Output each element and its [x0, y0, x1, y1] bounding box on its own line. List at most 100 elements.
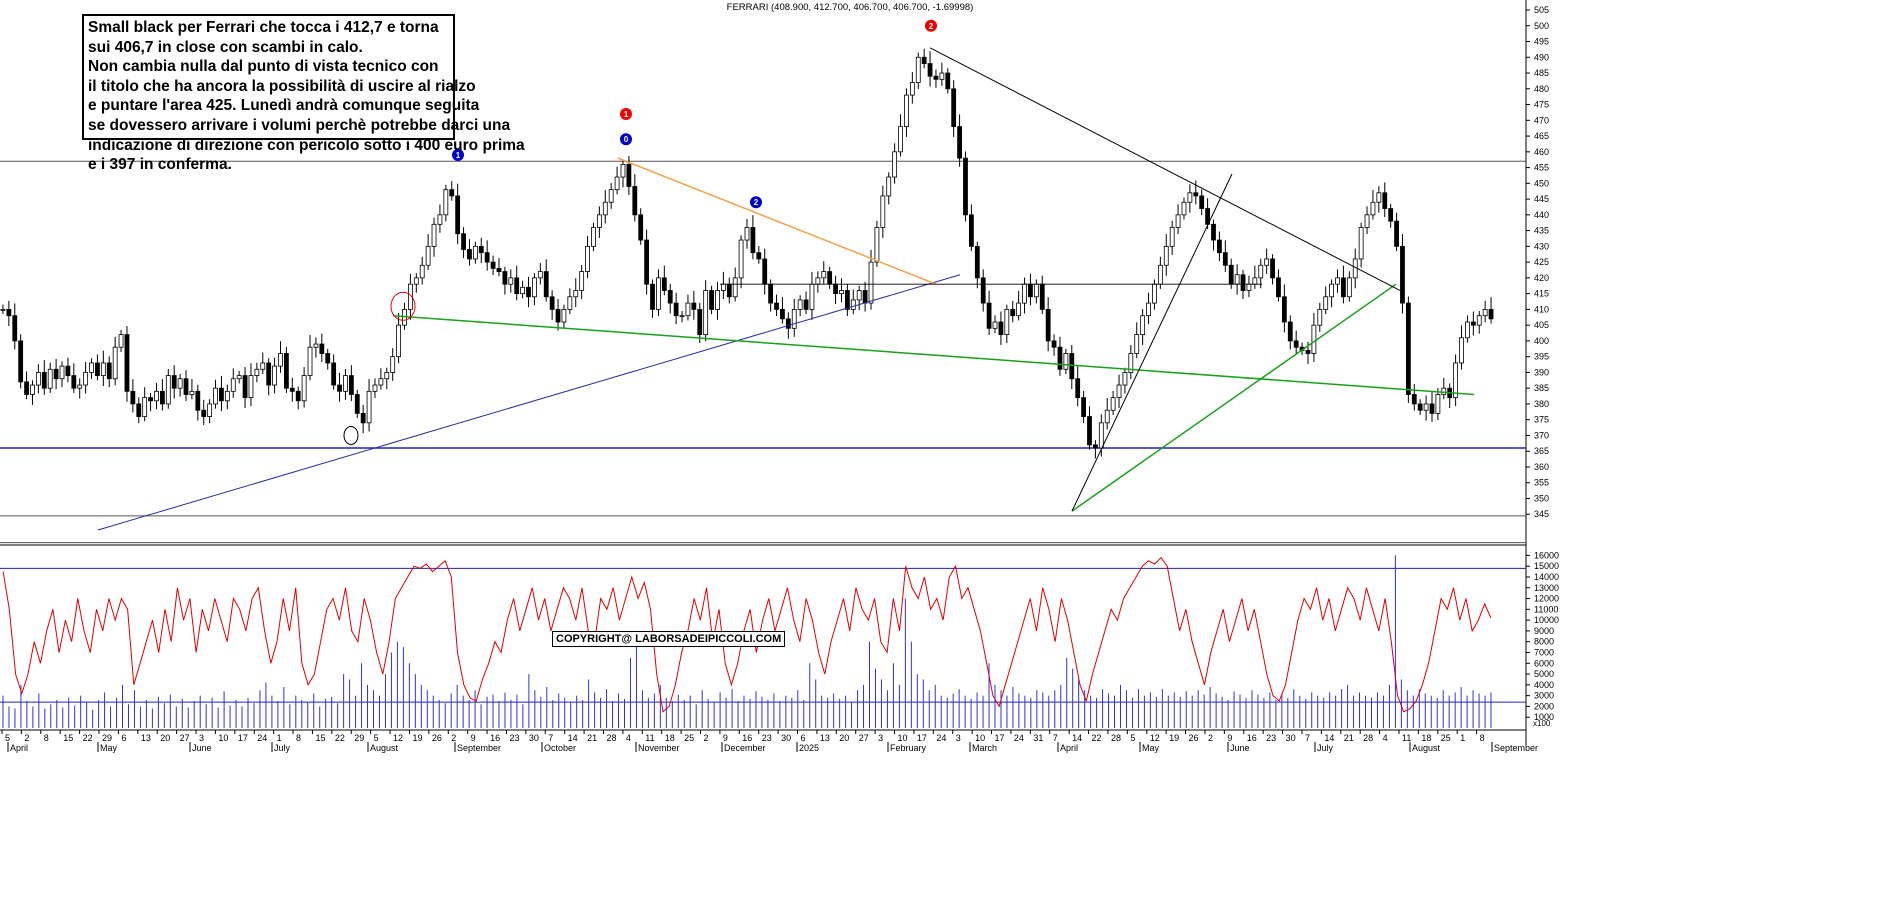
trend-line-black-rising	[1071, 173, 1233, 512]
volume-tick-label: 7000	[1534, 647, 1554, 657]
candle-body	[1098, 422, 1104, 449]
candle-body	[1323, 296, 1329, 310]
candle-body	[1033, 283, 1039, 298]
date-label: 5	[5, 733, 10, 743]
candle-body	[744, 227, 750, 241]
candle-body	[502, 271, 508, 285]
trend-line-green-rising	[1071, 283, 1397, 512]
candle-body	[1063, 353, 1069, 370]
y-tick-label: 380	[1534, 399, 1549, 409]
candle-body	[1234, 274, 1240, 285]
candle-body	[449, 189, 455, 197]
date-label: 8	[296, 733, 301, 743]
candle-body	[667, 290, 673, 304]
candle-body	[1051, 340, 1057, 348]
candle-body	[567, 296, 573, 310]
y-tick-label: 375	[1534, 415, 1549, 425]
y-tick-label: 440	[1534, 210, 1549, 220]
date-label: 20	[839, 733, 849, 743]
note-line: se dovessero arrivare i volumi perchè po…	[88, 116, 511, 134]
candle-body	[1305, 349, 1311, 354]
highlight-circle	[390, 291, 416, 321]
date-label: 28	[1363, 733, 1373, 743]
trend-line-green	[392, 314, 1475, 396]
candle-body	[1465, 321, 1470, 339]
candle-body	[632, 186, 638, 216]
month-label: June	[192, 743, 212, 753]
candle-body	[709, 290, 714, 310]
candle-body	[862, 290, 868, 304]
candle-body	[1028, 283, 1033, 298]
candle-body	[968, 214, 974, 247]
date-label: 14	[1324, 733, 1334, 743]
candle-body	[289, 387, 295, 392]
candle-body	[1140, 315, 1146, 336]
candle-body	[1358, 227, 1364, 260]
candle-body	[839, 290, 844, 295]
note-line: e puntare l'area 425. Lunedì andrà comun…	[88, 97, 480, 115]
date-label: 31	[1033, 733, 1043, 743]
date-label: 5	[1130, 733, 1135, 743]
candle-body	[815, 277, 821, 285]
candle-body	[230, 378, 236, 392]
candle-body	[909, 82, 915, 96]
date-label: 10	[975, 733, 985, 743]
candle-body	[242, 375, 248, 399]
candle-body	[1128, 353, 1134, 373]
date-label: 29	[354, 733, 364, 743]
candle-body	[1039, 283, 1045, 310]
candle-body	[1240, 274, 1246, 291]
date-label: 21	[1344, 733, 1354, 743]
candle-body	[171, 375, 177, 389]
candle-body	[856, 290, 862, 301]
month-label: November	[638, 743, 680, 753]
month-label: February	[890, 743, 927, 753]
month-label: October	[544, 743, 576, 753]
candle-body	[608, 189, 614, 203]
candle-body	[656, 277, 661, 310]
month-label: June	[1230, 743, 1250, 753]
candle-body	[980, 277, 986, 304]
month-label: September	[457, 743, 501, 753]
candle-body	[95, 362, 100, 376]
note-line: il titolo che ha ancora la possibilità d…	[88, 77, 476, 95]
y-tick-label: 410	[1534, 304, 1549, 314]
candle-body	[673, 302, 679, 317]
candle-body	[148, 397, 153, 402]
oscillator-line	[2, 556, 1492, 713]
candle-body	[514, 277, 520, 295]
y-tick-label: 470	[1534, 115, 1549, 125]
candle-body	[886, 176, 892, 197]
highlight-circle	[343, 425, 359, 445]
candle-body	[726, 283, 732, 298]
y-tick-label: 355	[1534, 478, 1549, 488]
candle-body	[1341, 277, 1346, 298]
candle-body	[467, 249, 472, 260]
y-tick-label: 390	[1534, 367, 1549, 377]
date-label: 17	[917, 733, 927, 743]
candle-body	[732, 277, 738, 298]
candle-body	[803, 299, 809, 310]
candle-body	[83, 372, 89, 386]
trend-line-blue	[97, 274, 961, 531]
candle-body	[390, 356, 396, 373]
candle-body	[1081, 397, 1086, 417]
candle-body	[89, 362, 94, 373]
note-line: Small black per Ferrari che tocca i 412,…	[88, 19, 439, 36]
candle-body	[927, 63, 933, 77]
y-tick-label: 435	[1534, 226, 1549, 236]
date-label: 23	[1266, 733, 1276, 743]
candle-body	[561, 308, 567, 323]
date-label: 10	[218, 733, 228, 743]
candle-body	[325, 353, 331, 364]
volume-tick-label: 10000	[1534, 615, 1559, 625]
date-label: 2	[703, 733, 708, 743]
candle-body	[1382, 192, 1388, 209]
candle-body	[591, 227, 596, 247]
candle-body	[715, 290, 720, 310]
candle-body	[1022, 283, 1027, 304]
candle-body	[1317, 308, 1323, 326]
candle-body	[1217, 239, 1222, 254]
candle-body	[461, 233, 466, 250]
candle-body	[354, 394, 360, 414]
